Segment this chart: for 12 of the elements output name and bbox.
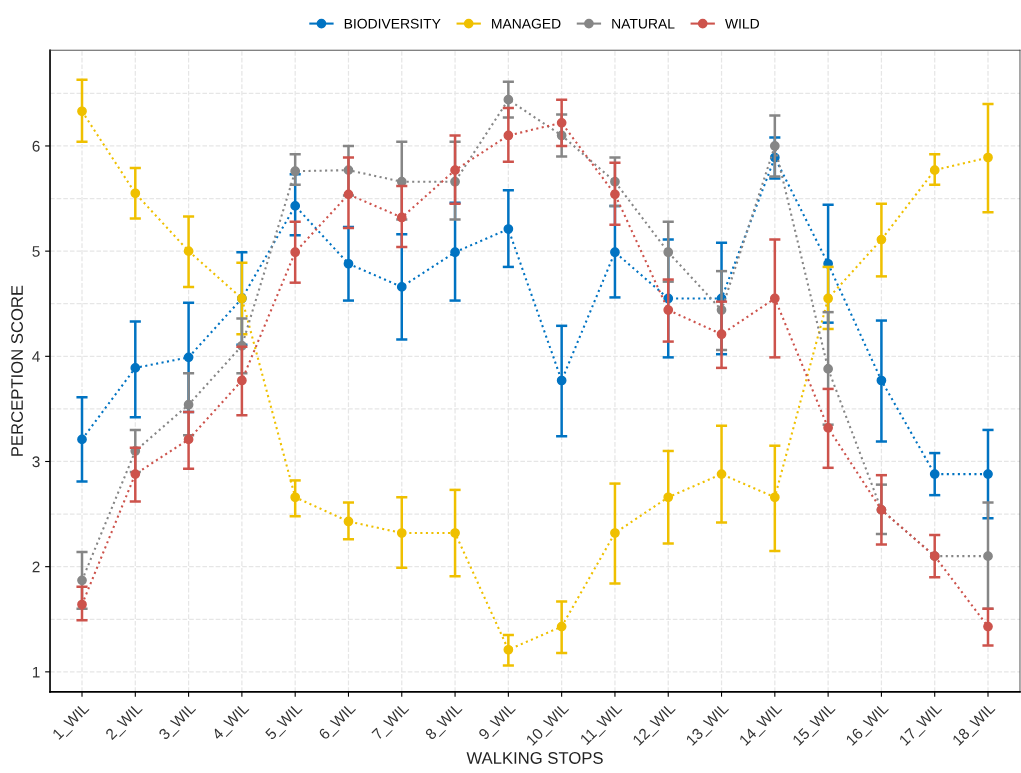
- legend-label: WILD: [725, 18, 759, 29]
- y-tick-label: 4: [32, 351, 40, 362]
- y-tick-label: 6: [32, 140, 40, 152]
- y-tick-label: 1: [32, 666, 40, 678]
- legend-label: MANAGED: [492, 18, 561, 29]
- legend-label: NATURAL: [612, 18, 675, 29]
- y-tick-label: 2: [32, 561, 40, 573]
- y-axis-title: PERCEPTION SCORE: [11, 285, 23, 456]
- x-axis-title: WALKING STOPS: [466, 752, 603, 764]
- y-tick-label: 5: [32, 246, 40, 257]
- y-tick-label: 3: [32, 456, 40, 468]
- legend-label: BIODIVERSITY: [344, 18, 441, 29]
